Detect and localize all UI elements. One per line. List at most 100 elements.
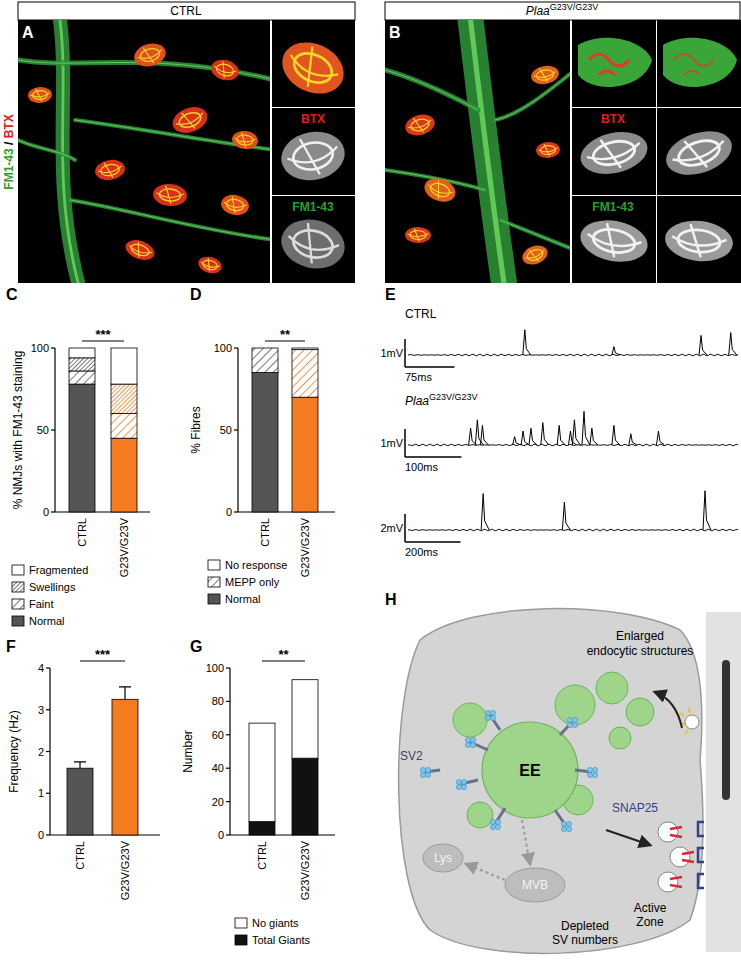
stain-label-part: BTX [2, 114, 16, 138]
snap25 [698, 848, 704, 862]
trace-baseline [408, 529, 738, 531]
nmj-gutter [284, 132, 342, 179]
genotype: G23V/G23V [550, 2, 599, 12]
nmj-gutter [177, 110, 202, 130]
nmj-body [405, 227, 431, 243]
y-tick [226, 768, 230, 769]
mepp [656, 431, 664, 445]
nerve [470, 20, 505, 283]
y-tick-label: 3 [38, 704, 44, 716]
category-label: G23V/G23V [119, 840, 131, 900]
y-tick [51, 347, 55, 348]
panel-label: F [6, 638, 16, 655]
nmj-body [403, 111, 437, 138]
nmj-gutter [676, 136, 723, 170]
mepp [729, 333, 737, 355]
vesicle-protein [461, 784, 466, 789]
micrograph-bg [272, 108, 355, 195]
category-label: G23V/G23V [299, 840, 311, 900]
nerve [385, 70, 478, 110]
nerve [60, 20, 80, 283]
nmj-gutter [674, 54, 714, 75]
nmj-body [231, 130, 258, 150]
scale-label: 2mV [380, 522, 403, 534]
nmj [219, 193, 250, 218]
nmj-body [27, 86, 52, 104]
vesicle-protein [470, 737, 475, 742]
scale-bar-mv [404, 514, 406, 542]
category-label: CTRL [256, 841, 268, 870]
micrograph-bg [272, 20, 355, 107]
endocytic-pit [685, 715, 699, 729]
micrograph-bg [657, 20, 741, 107]
nmj [530, 64, 561, 87]
stain-label: FM1-43 / BTX [2, 114, 16, 189]
y-tick [226, 834, 230, 835]
y-tick-label: 1 [38, 787, 44, 799]
bar-segment [111, 414, 137, 439]
micrograph [663, 38, 737, 87]
nmj-gutter [97, 160, 123, 180]
endosome [609, 727, 631, 749]
category-label: CTRL [259, 518, 271, 547]
mepp [572, 420, 580, 445]
nmj-gutter [212, 59, 238, 80]
vesicle-protein [572, 722, 577, 727]
nmj [421, 174, 459, 206]
error-bar [74, 762, 86, 768]
nmj-body [530, 64, 561, 87]
mepp [590, 428, 598, 445]
micrograph-bg [572, 20, 656, 107]
vesicle-protein [592, 767, 597, 772]
nmj-gutter [538, 143, 558, 157]
y-tick [234, 347, 238, 348]
micrograph [576, 126, 651, 180]
nerve-fiber [500, 220, 570, 250]
nmj-gutter [429, 181, 452, 199]
micrograph-bg [657, 196, 741, 283]
trace-baseline [408, 444, 738, 446]
scale-bar-ms [405, 366, 455, 368]
mepp [612, 425, 620, 445]
vesicle-protein [461, 779, 466, 784]
scale-label: 100ms [405, 461, 439, 473]
vesicle-protein [587, 767, 592, 772]
nerve-fiber [60, 20, 80, 283]
mepp [703, 491, 711, 530]
trace-baseline [408, 354, 738, 356]
legend-label: Fragmented [29, 564, 88, 576]
y-tick [226, 801, 230, 802]
legend-swatch [12, 599, 24, 609]
mepp [582, 411, 590, 445]
vesicle-protein [561, 826, 566, 831]
micrograph [18, 20, 270, 283]
y-axis [229, 668, 230, 835]
panel-label: A [22, 24, 34, 41]
endosome [596, 672, 628, 704]
panel-label: D [190, 286, 202, 303]
bar-segment [292, 397, 318, 512]
nmj-body [535, 141, 560, 159]
y-tick [46, 793, 50, 794]
nmj-gutter [584, 131, 644, 174]
vesicle-protein [566, 826, 571, 831]
header: CTRL [170, 4, 202, 18]
nmj [276, 213, 349, 274]
nmj-body [196, 254, 223, 276]
nmj [663, 218, 735, 265]
nmj [403, 111, 437, 138]
mepp [513, 437, 521, 445]
error-bar [119, 687, 131, 700]
ee-label: EE [519, 762, 541, 779]
nmj-gutter [670, 222, 727, 260]
significance: *** [95, 647, 111, 662]
legend-label: Normal [29, 615, 64, 627]
scale-label: 1mV [380, 437, 403, 449]
bar-segment [252, 373, 278, 512]
nmj-gutter [584, 220, 644, 262]
vesicle-protein [495, 819, 500, 824]
terminal [399, 609, 703, 954]
micrograph-bg [572, 196, 656, 283]
nmj-gutter [135, 43, 164, 67]
significance: *** [95, 327, 111, 342]
